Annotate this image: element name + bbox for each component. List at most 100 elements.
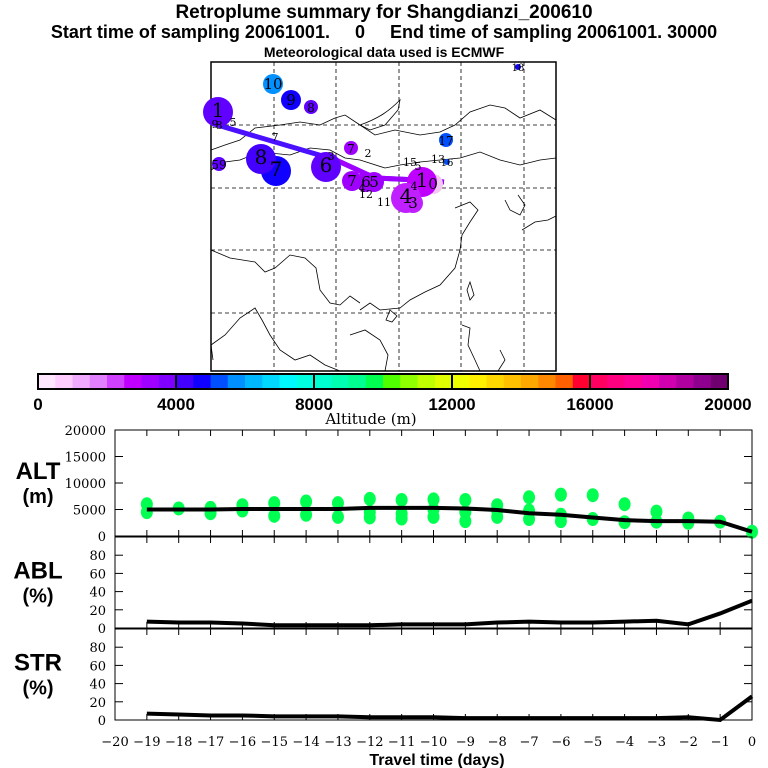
altitude-colorbar: 0 4000 8000 12000 16000 20000 Altitude (m) (33, 373, 752, 428)
colorbar-segment (538, 374, 556, 389)
chart-title: Retroplume summary for Shangdianzi_20061… (175, 2, 593, 23)
colorbar-segment (417, 374, 436, 389)
x-tick-label: −14 (292, 735, 319, 750)
panel-abl: 0 20 40 60 80 ABL(%) (13, 536, 753, 637)
x-tick-label: −13 (324, 735, 351, 750)
plume-cluster-dot (444, 159, 450, 165)
colorbar-segment (503, 374, 522, 389)
x-tick-label: −15 (261, 735, 288, 750)
panel-label: ABL (13, 558, 62, 585)
map-gridlines (211, 62, 556, 371)
plume-cluster-label: 3 (408, 194, 418, 212)
plume-cluster-label: 7 (270, 157, 283, 181)
plume-cluster-label: 1 (416, 168, 429, 192)
alt-cluster-point (554, 487, 567, 502)
plume-time-label: 11 (377, 196, 391, 209)
plume-time-label: 4 (411, 180, 418, 193)
colorbar-segment (227, 374, 246, 389)
plume-cluster-label: 16 (441, 158, 454, 169)
alt-cluster-point (459, 492, 472, 507)
plume-clusters (203, 64, 521, 213)
plume-cluster-dot (263, 74, 283, 94)
colorbar-segment (365, 374, 384, 389)
x-tick-label: −11 (388, 735, 415, 750)
plume-time-label: 7 (272, 131, 279, 144)
alt-cluster-point (586, 488, 599, 503)
y-tick-label: 80 (89, 641, 106, 656)
panel-label: STR (14, 650, 62, 677)
alt-cluster-point (268, 508, 281, 523)
panel-unit-label: (m) (22, 486, 53, 508)
y-tick-label: 0 (98, 530, 106, 545)
plume-cluster-label: 10 (263, 75, 282, 93)
alt-cluster-point (523, 512, 536, 527)
y-tick-label: 20000 (65, 424, 106, 439)
map-frame (210, 61, 557, 372)
y-tick-label: 80 (89, 549, 106, 564)
y-tick-label: 20 (89, 696, 106, 711)
panel-frame (114, 628, 753, 721)
colorbar-segment (296, 374, 315, 389)
colorbar-segment (279, 374, 298, 389)
colorbar-frame (37, 373, 729, 390)
abl-series-line (146, 598, 753, 628)
plume-cluster-dot (304, 100, 318, 114)
plume-time-label: 9 (212, 118, 219, 131)
x-tick-label: −20 (101, 735, 128, 750)
panel-unit-label: (%) (22, 678, 53, 700)
colorbar-segment (383, 374, 401, 389)
plume-cluster-label: 8 (307, 101, 315, 115)
x-tick-label: −7 (519, 735, 538, 750)
alt-cluster-point (300, 507, 313, 522)
plume-cluster-dot (246, 144, 276, 174)
x-axis-label: Travel time (days) (369, 752, 504, 768)
x-tick-label: −12 (356, 735, 383, 750)
alt-cluster-point (140, 505, 153, 520)
colorbar-segment (434, 374, 453, 389)
colorbar-segment (469, 374, 487, 389)
alt-cluster-point (331, 509, 344, 524)
plume-cluster-label: 0 (428, 175, 438, 193)
plume-time-label: 3 (328, 150, 335, 163)
plume-cluster-label: 8 (255, 145, 268, 169)
plume-cluster-label: 17 (438, 134, 453, 148)
alt-cluster-point (427, 492, 440, 507)
colorbar-segment (641, 374, 660, 389)
plume-time-label: 4 (359, 182, 366, 195)
x-tick-label: −8 (488, 735, 507, 750)
x-tick-label: −4 (615, 735, 634, 750)
x-tick-label: 0 (748, 735, 756, 750)
colorbar-segment (176, 374, 194, 389)
plume-cluster-label: 7 (347, 142, 355, 156)
colorbar-segment (141, 374, 160, 389)
plume-cluster-label: 59 (211, 158, 226, 172)
plume-cluster-dot (344, 141, 358, 155)
colorbar-segment (521, 374, 539, 389)
colorbar-segment (314, 374, 332, 389)
colorbar-tick-label: 4000 (157, 395, 195, 414)
plume-cluster-dot (212, 157, 226, 171)
colorbar-tick-label: 8000 (295, 395, 333, 414)
colorbar-segment (659, 374, 677, 389)
colorbar-segment (676, 374, 694, 389)
colorbar-segment (331, 374, 349, 389)
x-tick-label: −17 (197, 735, 224, 750)
plume-cluster-dot (311, 152, 341, 182)
alt-series-line (146, 505, 753, 534)
alt-cluster-point (363, 510, 376, 525)
plume-time-label: 13 (431, 153, 445, 166)
alt-cluster-point (618, 497, 631, 512)
colorbar-segment (124, 374, 142, 389)
colorbar-segment (55, 374, 73, 389)
panel-label: ALT (16, 458, 61, 485)
y-tick-label: 0 (98, 622, 106, 637)
x-tick-label: −3 (647, 735, 666, 750)
colorbar-tick-label: 12000 (428, 395, 475, 414)
colorbar-segment (486, 374, 505, 389)
colorbar-segment (348, 374, 367, 389)
colorbar-segment (624, 374, 643, 389)
colorbar-segment (262, 374, 280, 389)
